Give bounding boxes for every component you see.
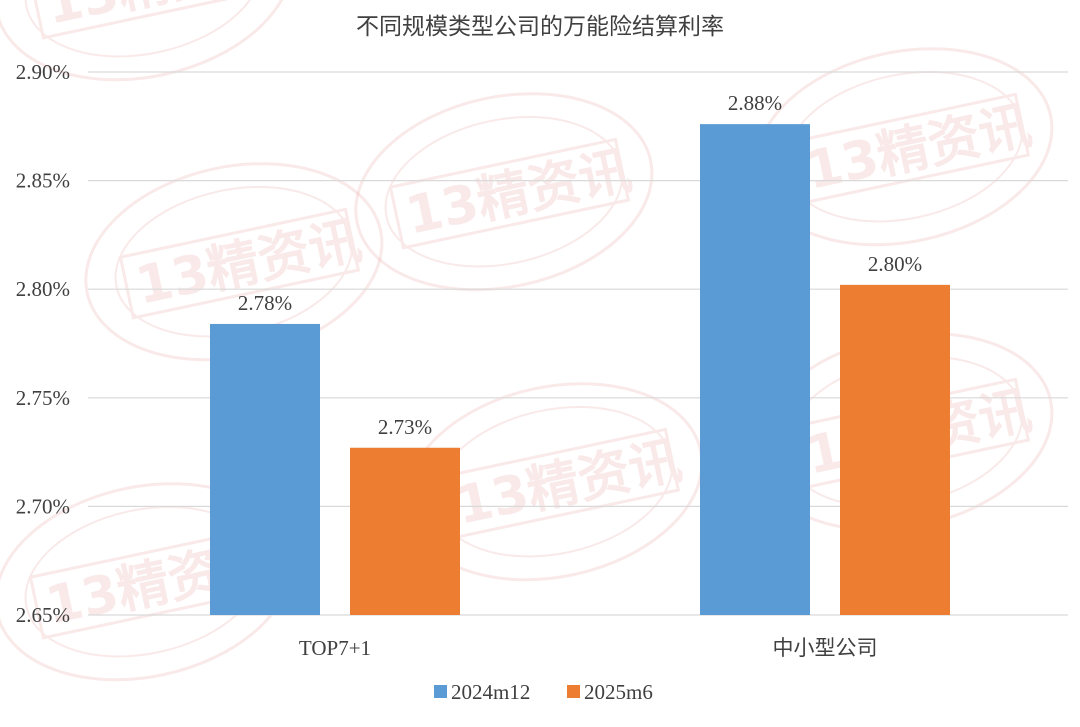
legend: 2024m12 2025m6	[434, 680, 653, 704]
data-labels: 2.78% 2.88% 2.73% 2.80%	[238, 91, 922, 439]
watermark-ring-inner	[24, 0, 264, 58]
y-axis-ticks: 2.90% 2.85% 2.80% 2.75% 2.70% 2.65%	[16, 60, 70, 627]
bar	[350, 447, 460, 615]
y-tick-label: 2.90%	[16, 60, 70, 84]
watermark-ring	[0, 0, 294, 82]
legend-label: 2024m12	[451, 680, 530, 704]
y-tick-label: 2.75%	[16, 386, 70, 410]
chart-title: 不同规模类型公司的万能险结算利率	[356, 14, 724, 39]
data-label: 2.80%	[868, 252, 922, 276]
y-tick-label: 2.70%	[16, 494, 70, 518]
watermark-box	[28, 0, 271, 40]
watermark-text: 13精资讯	[401, 141, 637, 247]
bar	[840, 284, 950, 615]
y-tick-label: 2.85%	[16, 169, 70, 193]
watermark-text: 13精资讯	[451, 431, 687, 537]
watermark-box	[388, 137, 631, 250]
watermark-ring	[354, 92, 654, 292]
x-category-label: 中小型公司	[773, 636, 878, 660]
watermark-ring-inner	[384, 116, 624, 268]
bar	[700, 124, 810, 616]
y-tick-label: 2.65%	[16, 603, 70, 627]
watermark-stamp: 13精资讯	[354, 92, 654, 292]
data-label: 2.73%	[378, 415, 432, 439]
watermark-text: 13精资讯	[801, 96, 1037, 202]
x-category-label: TOP7+1	[299, 636, 371, 660]
legend-swatch	[434, 685, 447, 698]
bars	[210, 124, 950, 616]
bar	[210, 323, 320, 615]
watermark-box	[118, 207, 361, 320]
x-axis-categories: TOP7+1 中小型公司	[299, 636, 878, 660]
data-label: 2.78%	[238, 291, 292, 315]
watermark-text: 13精资讯	[41, 0, 277, 37]
data-label: 2.88%	[728, 91, 782, 115]
y-tick-label: 2.80%	[16, 277, 70, 301]
legend-swatch	[567, 685, 580, 698]
legend-label: 2025m6	[584, 680, 653, 704]
watermark-stamp: 13精资讯	[0, 0, 294, 82]
